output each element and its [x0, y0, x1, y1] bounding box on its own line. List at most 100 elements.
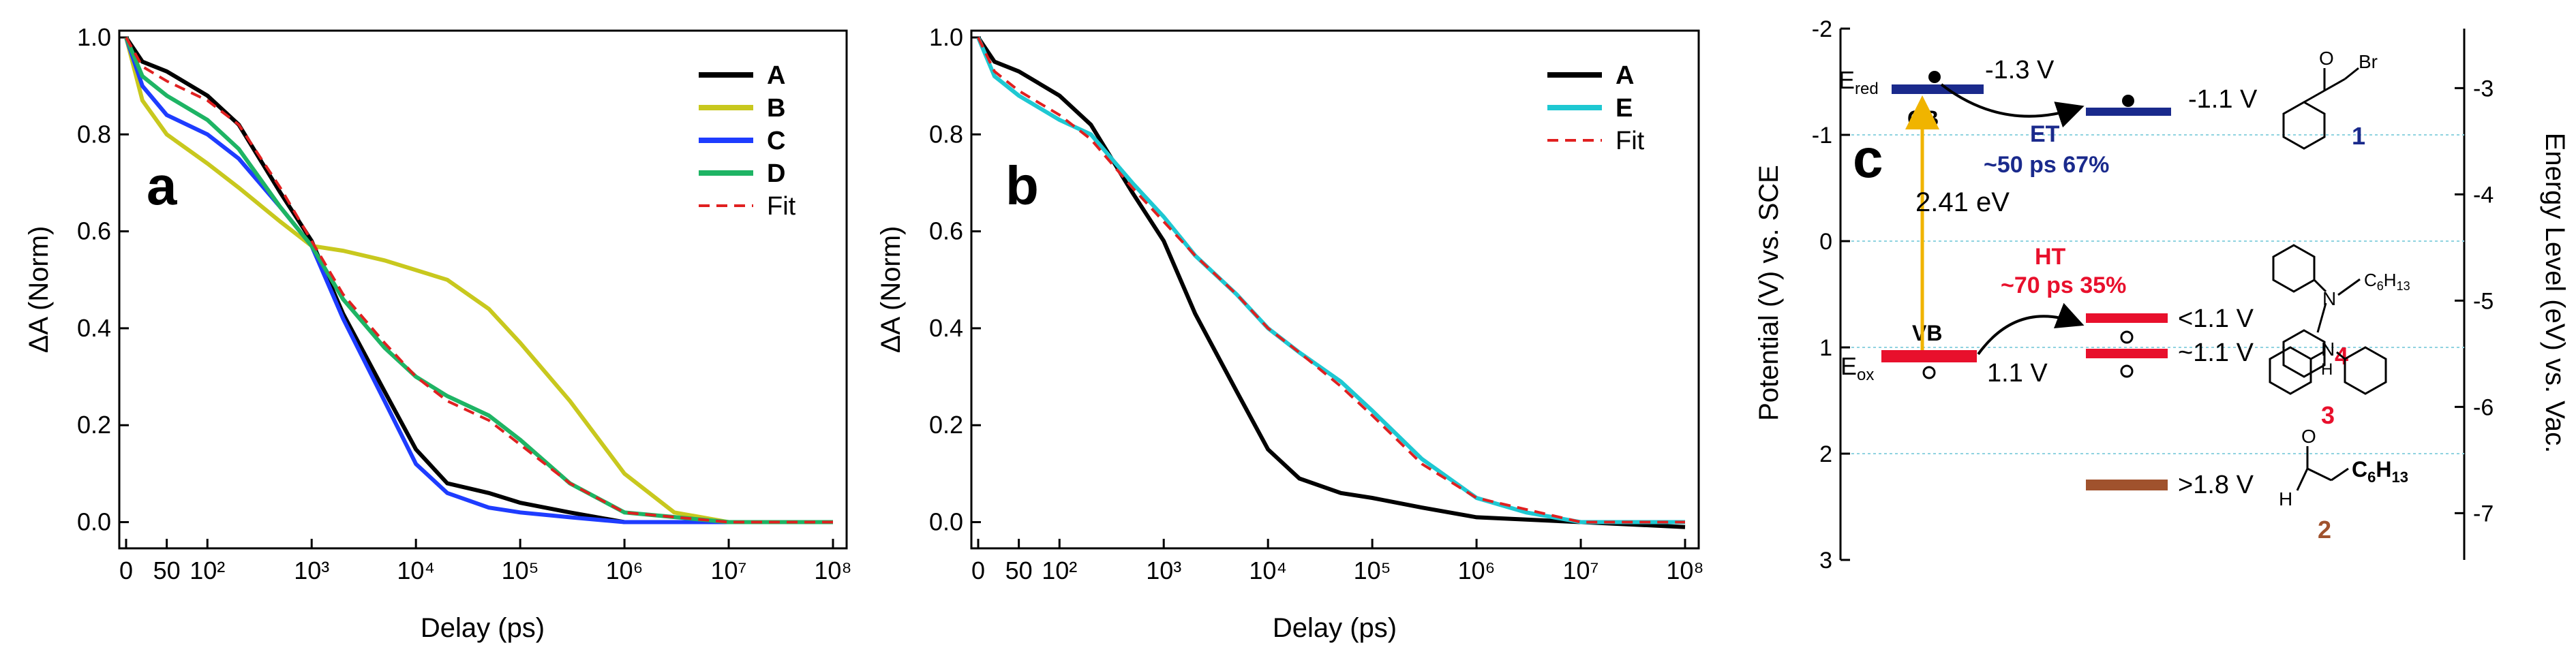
panel-b-series-a-line — [976, 36, 1686, 529]
donor-3-level-bar — [2086, 349, 2168, 358]
panel-a-legend-label-a: A — [767, 61, 785, 90]
molecule-3-n: N — [2321, 339, 2335, 360]
panel-c: -2 -1 0 1 2 3 -3 -4 -5 -6 -7 c Potential (V) vs. … — [1754, 16, 2570, 574]
panel-b-series — [976, 36, 1686, 529]
panel-a-y-tick-label: 0.0 — [77, 508, 111, 536]
molecule-4-c6h13: C6H13 — [2364, 270, 2410, 293]
panel-b-x-tick-label: 50 — [1005, 557, 1033, 584]
panel-b-y-axis-label: ΔA (Norm) — [876, 226, 906, 354]
panel-a-x-tick-label: 10⁶ — [606, 557, 643, 584]
molecule-3-n-right — [2336, 351, 2346, 360]
panel-b-x-tick-label: 10⁶ — [1458, 557, 1496, 584]
panel-b-x-tick-label: 10³ — [1146, 557, 1181, 584]
panel-a-series-b-line — [124, 37, 833, 524]
panel-b-letter: b — [1005, 155, 1039, 216]
panel-b-y-tick-label: 0.6 — [929, 217, 963, 245]
panel-a-x-tick-label: 10² — [190, 557, 225, 584]
panel-b: b 0.0 0.2 0.4 0.6 0.8 1.0 0 50 10² 10³ 10⁴ 10⁵ 10⁶ 1… — [876, 23, 1704, 643]
panel-a-y-tick-label: 0.4 — [77, 314, 111, 342]
panel-a-y-tick-label: 0.2 — [77, 411, 111, 439]
panel-a-x-tick-label: 10⁴ — [397, 557, 435, 584]
ht-time-label: ~70 ps 35% — [2001, 272, 2126, 298]
ht-arrow — [1977, 302, 2085, 356]
panel-b-x-tick-label: 10⁷ — [1563, 557, 1599, 584]
e-red-label: Ered — [1838, 66, 1879, 98]
panel-a-x-axis-label: Delay (ps) — [421, 613, 545, 643]
panel-a-series — [124, 36, 833, 524]
molecule-3-ring-right — [2344, 346, 2387, 395]
molecule-4-n: N — [2322, 288, 2336, 309]
donor-3-potential-label: ~1.1 V — [2178, 339, 2254, 367]
panel-a-series-c-line — [124, 37, 833, 524]
panel-a-x-tick-label: 10⁷ — [711, 557, 747, 584]
panel-b-x-ticks: 0 50 10² 10³ 10⁴ 10⁵ 10⁶ 10⁷ 10⁸ — [971, 539, 1704, 584]
panel-c-left-tick-label: 2 — [1819, 441, 1832, 467]
panel-c-left-tick-label: 0 — [1819, 229, 1832, 255]
compound-2-level-bar — [2086, 480, 2168, 490]
molecule-1-bond — [2303, 89, 2325, 104]
donor-4-level-bar — [2086, 313, 2168, 323]
panel-c-gridlines — [1840, 134, 2464, 454]
panel-a: a 0.0 0.2 0.4 0.6 0.8 1.0 0 50 10² 10³ 10⁴ 10⁵ 10⁶ 1… — [24, 23, 852, 643]
panel-a-y-tick-label: 0.6 — [77, 217, 111, 245]
molecule-2-c6h13: C6H13 — [2352, 457, 2408, 486]
molecule-2-chain-1 — [2307, 467, 2332, 482]
molecule-2-o: O — [2301, 426, 2316, 447]
compound-3-number: 3 — [2321, 401, 2335, 429]
panel-b-legend-label-fit: Fit — [1616, 127, 1645, 155]
panel-a-x-tick-label: 10⁸ — [814, 557, 851, 584]
panel-a-legend-label-d: D — [767, 159, 785, 188]
panel-b-y-tick-label: 0.8 — [929, 120, 963, 148]
panel-b-y-tick-label: 1.0 — [929, 23, 963, 51]
panel-a-x-tick-label: 0 — [119, 557, 133, 584]
molecule-2-h: H — [2279, 488, 2292, 510]
molecule-3 — [2269, 346, 2387, 395]
panel-b-y-tick-label: 0.0 — [929, 508, 963, 536]
molecule-1-chain — [2324, 78, 2346, 92]
panel-c-left-axis-label: Potential (V) vs. SCE — [1754, 165, 1784, 421]
panel-a-x-tick-label: 10³ — [294, 557, 329, 584]
bandgap-label: 2.41 eV — [1915, 187, 2010, 217]
acceptor-1-potential-label: -1.1 V — [2188, 85, 2258, 114]
panel-b-y-tick-label: 0.2 — [929, 411, 963, 439]
donor-4-hole — [2120, 330, 2134, 344]
panel-a-series-fit-line — [125, 37, 833, 524]
molecule-1-ch2-br — [2344, 67, 2359, 80]
panel-b-x-tick-label: 10² — [1042, 557, 1077, 584]
et-arrow — [1940, 83, 2085, 128]
molecule-1-br: Br — [2359, 51, 2378, 72]
vb-hole — [1922, 366, 1936, 379]
panel-c-left-tick-label: -2 — [1812, 16, 1832, 42]
panel-c-letter: c — [1853, 128, 1883, 189]
vb-potential-label: 1.1 V — [1987, 359, 2048, 388]
panel-b-x-tick-label: 10⁸ — [1666, 557, 1703, 584]
panel-b-series-fit-line — [977, 37, 1685, 524]
panel-a-y-tick-label: 1.0 — [77, 23, 111, 51]
ht-label: HT — [2035, 244, 2066, 270]
e-ox-label: Eox — [1840, 352, 1874, 384]
cb-potential-label: -1.3 V — [1985, 56, 2055, 84]
panel-b-x-tick-label: 10⁴ — [1249, 557, 1287, 584]
molecule-3-ring-left — [2269, 346, 2312, 395]
panel-a-plot-frame — [118, 29, 848, 550]
vb-label: VB — [1912, 321, 1942, 345]
molecule-4-vinyl — [2337, 278, 2361, 296]
molecule-4-ring-bottom — [2282, 329, 2326, 378]
panel-b-legend-label-e: E — [1616, 94, 1633, 123]
panel-a-legend-label-fit: Fit — [767, 192, 796, 221]
panel-c-right-axis-label: Energy Level (eV) vs. Vac. — [2540, 133, 2570, 454]
panel-c-right-tick-label: -3 — [2473, 76, 2494, 101]
panel-c-left-tick-label: -1 — [1812, 123, 1832, 148]
panel-a-legend-label-b: B — [767, 94, 785, 123]
donor-4-potential-label: <1.1 V — [2178, 304, 2254, 333]
et-time-label: ~50 ps 67% — [1984, 152, 2109, 178]
molecule-2-c-h — [2296, 468, 2309, 491]
panel-b-legend: AE Fit — [1547, 61, 1645, 155]
panel-a-legend-label-c: C — [767, 127, 785, 155]
panel-a-series-a-line — [124, 36, 833, 524]
panel-b-x-tick-label: 0 — [971, 557, 985, 584]
molecule-4 — [2272, 244, 2361, 378]
compound-2-number: 2 — [2318, 516, 2331, 544]
panel-b-x-tick-label: 10⁵ — [1354, 557, 1391, 584]
panel-c-right-tick-label: -6 — [2473, 394, 2494, 420]
